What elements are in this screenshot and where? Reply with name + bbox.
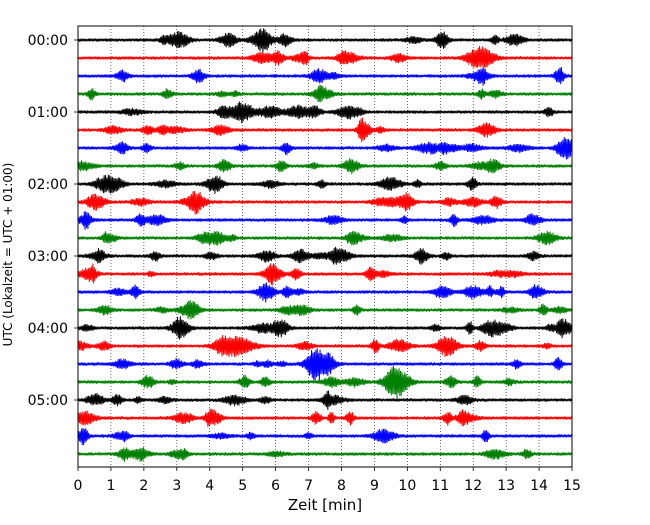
- y-tick-label: 02:00: [28, 177, 68, 193]
- y-ticks: 00:00 01:00 02:00 03:00 04:00 05:00: [28, 33, 78, 409]
- x-tick-label: 10: [398, 478, 416, 494]
- y-tick-label: 01:00: [28, 105, 68, 121]
- seismogram-trace-7: [77, 136, 573, 160]
- seismogram-trace-6: [77, 117, 573, 143]
- seismogram-trace-3: [77, 67, 573, 87]
- seismogram-trace-24: [77, 447, 573, 462]
- seismogram-trace-12: [77, 230, 573, 246]
- seismogram-trace-5: [77, 101, 573, 124]
- seismogram-trace-11: [77, 211, 573, 231]
- x-tick-label: 0: [74, 478, 83, 494]
- x-axis-label: Zeit [min]: [288, 496, 362, 514]
- y-tick-label: 04:00: [28, 321, 68, 337]
- seismogram-trace-8: [77, 158, 573, 175]
- x-tick-label: 15: [563, 478, 581, 494]
- seismogram-trace-18: [77, 335, 573, 358]
- plot-frame: [77, 25, 573, 468]
- y-tick-label: 05:00: [28, 393, 68, 409]
- seismogram-trace-4: [77, 84, 573, 103]
- seismogram-trace-20: [77, 365, 573, 399]
- x-tick-label: 9: [370, 478, 379, 494]
- seismogram-trace-21: [77, 390, 573, 411]
- x-tick-label: 12: [464, 478, 482, 494]
- seismogram-trace-19: [77, 348, 573, 381]
- x-tick-label: 1: [106, 478, 115, 494]
- x-tick-label: 8: [337, 478, 346, 494]
- x-tick-label: 3: [172, 478, 181, 494]
- x-ticks: 0 1 2 3 4 5 6 7 8 9 10 11 12 13 14 15: [74, 467, 581, 494]
- x-tick-label: 13: [497, 478, 515, 494]
- x-tick-label: 6: [271, 478, 280, 494]
- seismogram-trace-17: [77, 316, 573, 340]
- y-tick-label: 00:00: [28, 33, 68, 49]
- seismogram-trace-2: [77, 45, 573, 69]
- seismogram-trace-9: [77, 174, 573, 194]
- seismogram-trace-22: [77, 408, 573, 427]
- seismogram-trace-1: [77, 28, 573, 53]
- trace-layer: [77, 28, 573, 462]
- seismogram-trace-10: [77, 190, 573, 215]
- seismogram-trace-16: [77, 300, 573, 320]
- seismogram-trace-15: [77, 282, 573, 303]
- x-tick-label: 7: [304, 478, 313, 494]
- seismogram-trace-13: [77, 246, 573, 265]
- x-tick-label: 11: [431, 478, 449, 494]
- x-tick-label: 2: [139, 478, 148, 494]
- x-tick-label: 5: [238, 478, 247, 494]
- seismogram-trace-14: [77, 263, 573, 286]
- y-axis-label: UTC (Lokalzeit = UTC + 01:00): [1, 163, 15, 347]
- x-tick-label: 14: [530, 478, 548, 494]
- y-tick-label: 03:00: [28, 249, 68, 265]
- x-tick-label: 4: [205, 478, 214, 494]
- seismogram-trace-23: [77, 427, 573, 446]
